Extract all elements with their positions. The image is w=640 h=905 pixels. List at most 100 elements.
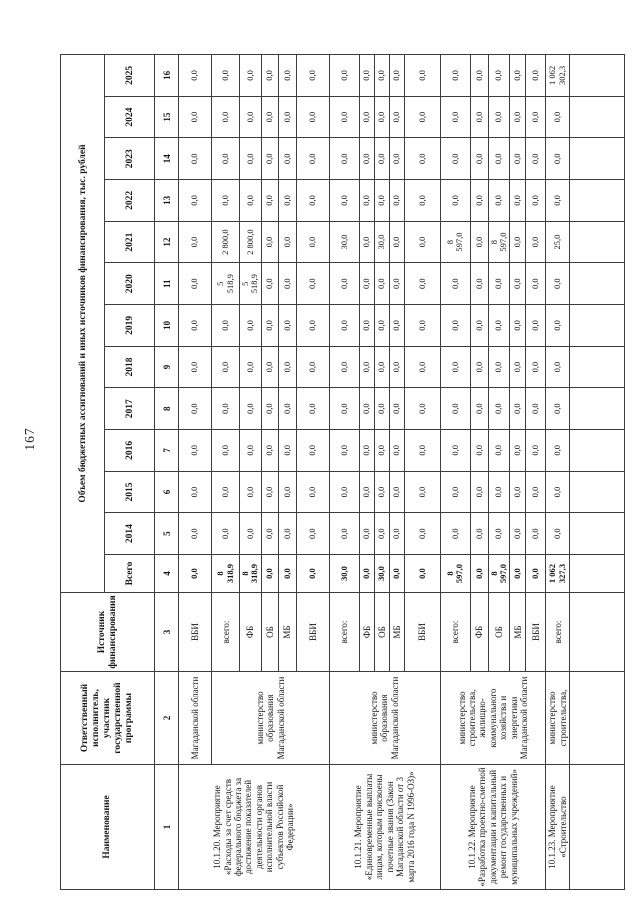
year-value-cell: 30,0 — [374, 221, 390, 263]
year-value-cell: 0,0 — [359, 137, 375, 180]
year-value-cell: 0,0 — [296, 304, 330, 347]
total-value-cell: 30,0 — [374, 554, 390, 593]
total-value-cell: 30,0 — [329, 554, 360, 593]
year-value-cell: 0,0 — [374, 304, 390, 347]
funding-source-cell: ОБ — [261, 592, 279, 672]
year-value-cell: 0,0 — [389, 179, 405, 222]
year-value-cell: 0,0 — [470, 346, 489, 388]
year-value-cell: 0,0 — [404, 346, 441, 388]
year-value-cell: 0,0 — [470, 221, 489, 263]
year-value-cell: 0,0 — [440, 262, 471, 305]
column-number: 10 — [154, 304, 179, 347]
year-value-cell: 0,0 — [178, 54, 212, 97]
total-value-cell: 8 597,0 — [440, 554, 471, 593]
funding-source-cell: ФБ — [470, 592, 489, 672]
year-value-cell: 0,0 — [509, 137, 526, 180]
year-value-cell: 0,0 — [296, 137, 330, 180]
year-value-cell: 0,0 — [329, 137, 360, 180]
year-value-cell — [569, 346, 625, 388]
year-value-cell: 0,0 — [470, 96, 489, 138]
year-value-cell: 0,0 — [374, 54, 390, 97]
total-column-header: Всего — [104, 554, 155, 593]
name-column-header: Наименование — [60, 764, 155, 890]
total-value-cell — [569, 554, 625, 593]
year-value-cell: 0,0 — [440, 512, 471, 555]
year-value-cell: 0,0 — [178, 387, 212, 430]
year-value-cell: 0,0 — [389, 346, 405, 388]
year-value-cell: 0,0 — [545, 179, 570, 222]
column-number: 8 — [154, 387, 179, 430]
year-column-header: 2023 — [104, 137, 155, 180]
total-value-cell: 0,0 — [278, 554, 297, 593]
year-value-cell: 0,0 — [525, 304, 546, 347]
year-value-cell: 0,0 — [470, 471, 489, 513]
funding-source-cell: всего: — [545, 592, 570, 672]
total-value-cell: 0,0 — [525, 554, 546, 593]
year-value-cell: 0,0 — [211, 429, 240, 472]
year-value-cell: 0,0 — [488, 96, 510, 138]
activity-name-cell: 10.1.21. Мероприятие «Единовременные вып… — [329, 764, 441, 890]
year-value-cell: 0,0 — [404, 96, 441, 138]
funding-source-cell: ФБ — [239, 592, 262, 672]
year-value-cell: 0,0 — [525, 221, 546, 263]
year-value-cell: 0,0 — [525, 387, 546, 430]
year-value-cell: 0,0 — [440, 346, 471, 388]
year-value-cell: 0,0 — [211, 304, 240, 347]
year-value-cell: 0,0 — [525, 346, 546, 388]
total-value-cell: 8 597,0 — [488, 554, 510, 593]
year-value-cell: 0,0 — [374, 512, 390, 555]
year-value-cell: 0,0 — [359, 387, 375, 430]
column-number: 9 — [154, 346, 179, 388]
budget-table: Наименование Ответственный исполнитель, у… — [60, 53, 626, 890]
year-value-cell: 0,0 — [239, 54, 262, 97]
total-value-cell: 0,0 — [470, 554, 489, 593]
year-value-cell: 0,0 — [389, 54, 405, 97]
funding-source-cell: ФБ — [359, 592, 375, 672]
year-value-cell: 0,0 — [329, 54, 360, 97]
funding-source-cell: всего: — [440, 592, 471, 672]
year-value-cell: 0,0 — [374, 137, 390, 180]
column-number: 7 — [154, 429, 179, 472]
year-value-cell: 0,0 — [404, 54, 441, 97]
year-value-cell: 0,0 — [359, 512, 375, 555]
year-value-cell: 0,0 — [178, 96, 212, 138]
year-value-cell: 0,0 — [239, 429, 262, 472]
year-value-cell: 0,0 — [509, 304, 526, 347]
year-column-header: 2015 — [104, 471, 155, 513]
year-value-cell: 0,0 — [261, 262, 279, 305]
year-value-cell: 8 597,0 — [440, 221, 471, 263]
year-value-cell: 0,0 — [329, 262, 360, 305]
funding-source-cell: МБ — [278, 592, 297, 672]
total-value-cell: 8 318,9 — [211, 554, 240, 593]
executor-cell: министерство строительства, жилищно-комм… — [440, 671, 546, 765]
year-value-cell: 0,0 — [211, 96, 240, 138]
funding-source-cell: всего: — [211, 592, 240, 672]
year-value-cell: 0,0 — [359, 221, 375, 263]
year-value-cell: 0,0 — [525, 429, 546, 472]
year-value-cell — [569, 262, 625, 305]
year-column-header: 2021 — [104, 221, 155, 263]
year-value-cell: 5 518,9 — [211, 262, 240, 305]
year-value-cell: 0,0 — [178, 429, 212, 472]
total-value-cell: 0,0 — [389, 554, 405, 593]
year-value-cell: 0,0 — [374, 387, 390, 430]
year-value-cell: 0,0 — [359, 54, 375, 97]
year-value-cell: 0,0 — [470, 137, 489, 180]
year-value-cell: 0,0 — [389, 387, 405, 430]
year-value-cell: 0,0 — [525, 96, 546, 138]
year-value-cell: 0,0 — [278, 429, 297, 472]
year-value-cell: 0,0 — [278, 512, 297, 555]
year-value-cell: 0,0 — [329, 96, 360, 138]
year-value-cell: 0,0 — [525, 137, 546, 180]
year-column-header: 2019 — [104, 304, 155, 347]
year-value-cell: 0,0 — [440, 471, 471, 513]
year-value-cell: 0,0 — [239, 96, 262, 138]
column-number: 4 — [154, 554, 179, 593]
year-value-cell: 0,0 — [261, 304, 279, 347]
column-number: 1 — [154, 764, 179, 890]
year-value-cell: 0,0 — [278, 96, 297, 138]
year-value-cell: 0,0 — [389, 304, 405, 347]
year-value-cell: 0,0 — [261, 54, 279, 97]
year-value-cell: 0,0 — [211, 471, 240, 513]
